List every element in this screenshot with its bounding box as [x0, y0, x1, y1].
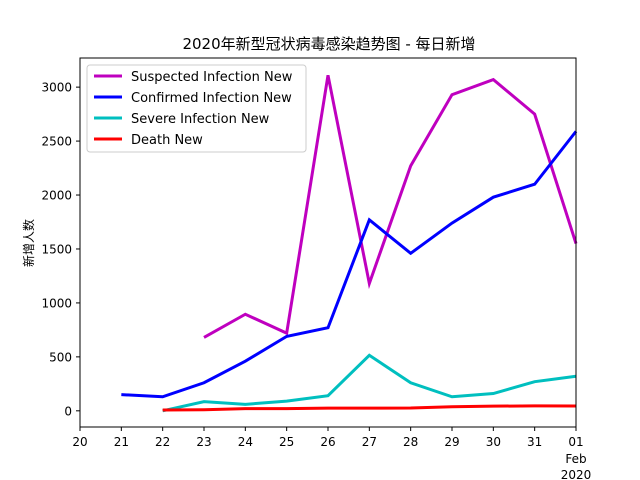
x-tick-label: 21: [114, 435, 129, 449]
legend: Suspected Infection New Confirmed Infecti…: [86, 64, 307, 153]
x-tick-label: 22: [155, 435, 170, 449]
x-secondary-label-year: 2020: [561, 468, 592, 480]
x-tick-label: 24: [238, 435, 253, 449]
x-secondary-label-month: Feb: [565, 452, 586, 466]
series-lines: [121, 74, 578, 413]
legend-label-confirmed-infection-new: Confirmed Infection New: [131, 91, 292, 106]
chart-title: 2020年新型冠状病毒感染趋势图 - 每日新增: [182, 35, 475, 53]
x-tick-label: 01: [568, 435, 583, 449]
series-line-death-new: [162, 404, 577, 412]
y-tick-label: 1000: [41, 296, 72, 310]
series-line-severe-infection-new: [162, 353, 577, 413]
y-axis: 0 500 1000 1500 2000 2500 3000: [41, 81, 80, 418]
series-line-confirmed-infection-new: [121, 130, 578, 399]
x-tick-label: 29: [444, 435, 459, 449]
x-tick-label: 26: [320, 435, 335, 449]
y-axis-label: 新增人数: [21, 219, 36, 267]
x-tick-label: 27: [362, 435, 377, 449]
series-line-suspected-infection-new: [203, 74, 578, 339]
y-tick-label: 2000: [41, 189, 72, 203]
x-tick-label: 30: [486, 435, 501, 449]
x-axis: 20 21 22 23 24 25 26 27 28 29 30 31 01: [72, 427, 584, 449]
y-tick-label: 0: [64, 404, 72, 418]
y-tick-label: 2500: [41, 135, 72, 149]
legend-label-severe-infection-new: Severe Infection New: [131, 112, 270, 127]
legend-label-death-new: Death New: [131, 133, 203, 148]
legend-box: [86, 64, 307, 153]
y-tick-label: 3000: [41, 81, 72, 95]
x-tick-label: 31: [527, 435, 542, 449]
x-tick-label: 28: [403, 435, 418, 449]
x-tick-label: 20: [72, 435, 87, 449]
x-tick-label: 23: [196, 435, 211, 449]
y-tick-label: 500: [49, 350, 72, 364]
y-tick-label: 1500: [41, 242, 72, 256]
legend-label-suspected-infection-new: Suspected Infection New: [131, 70, 293, 85]
x-tick-label: 25: [279, 435, 294, 449]
